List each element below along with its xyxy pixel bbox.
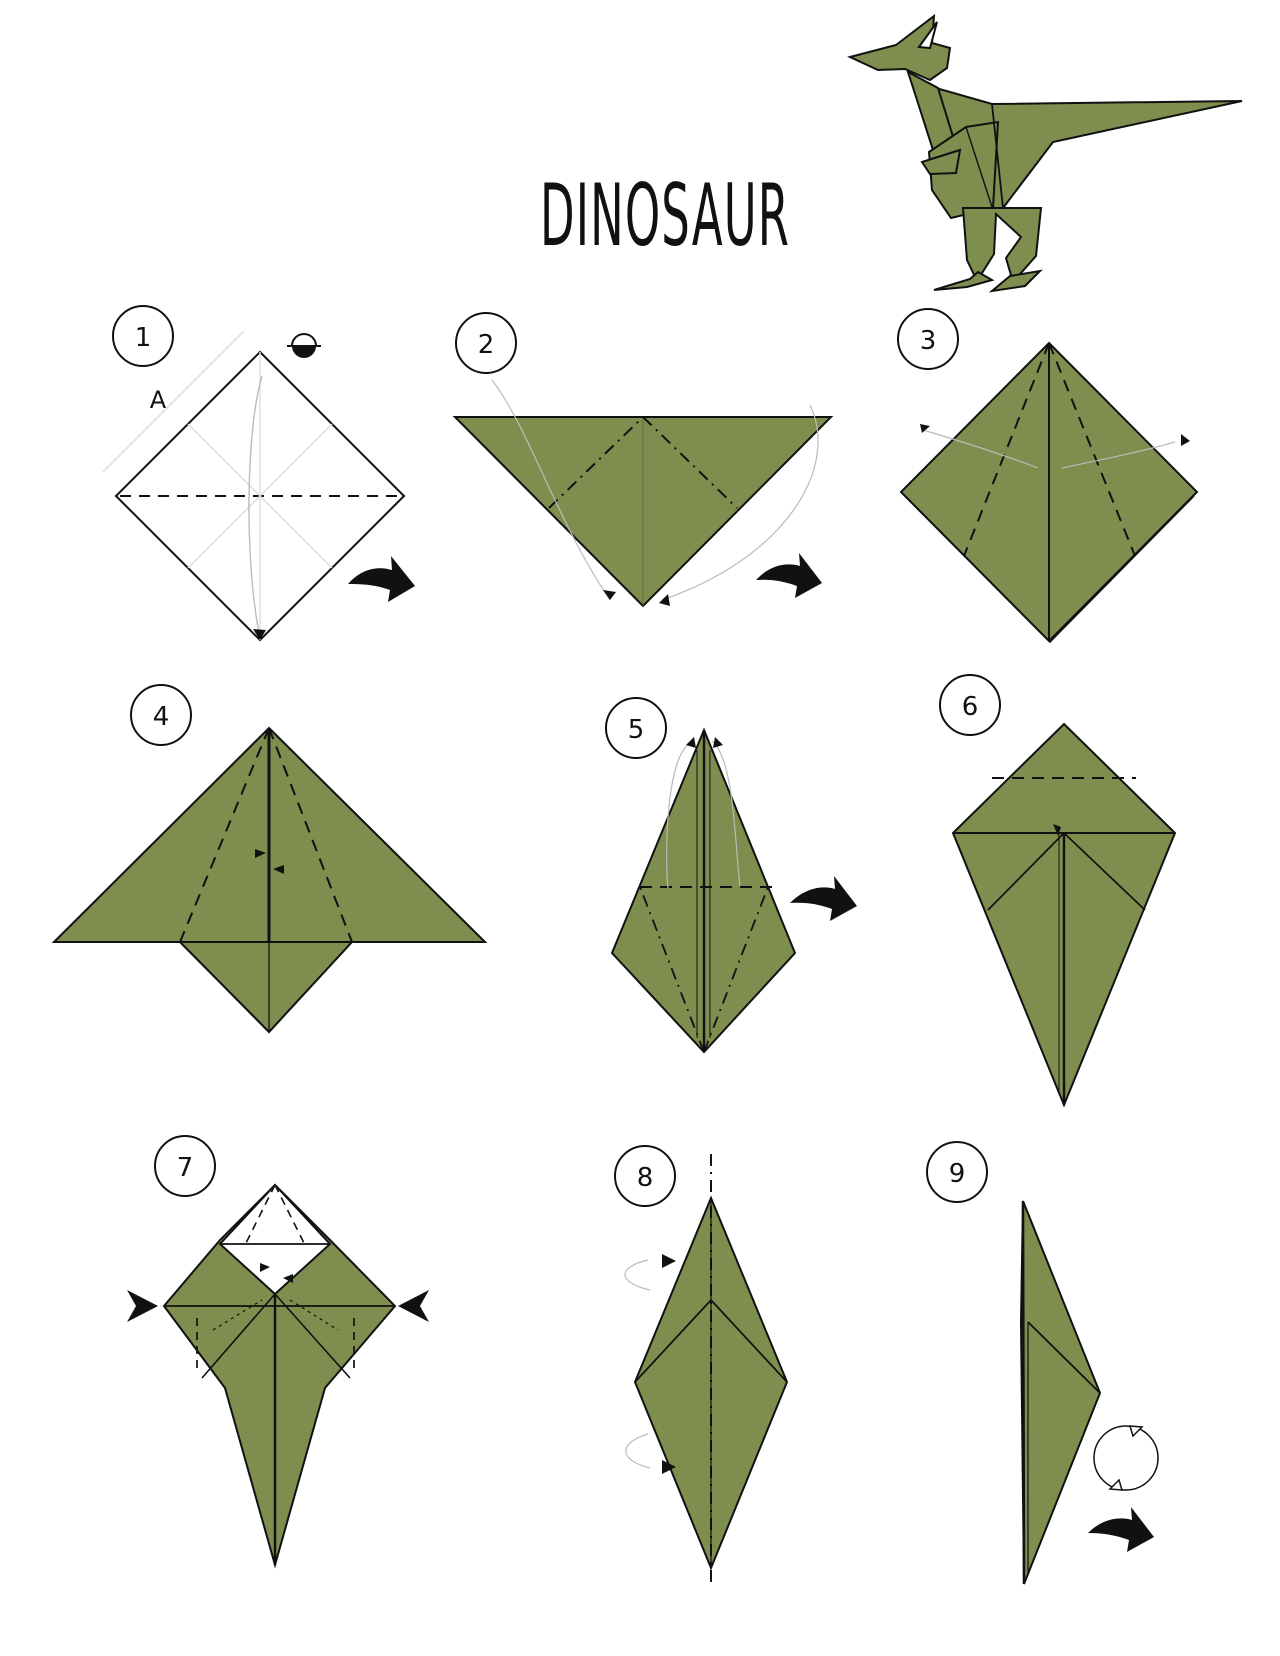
step-number-5: 5 [628,715,645,745]
step-4-diagram [51,726,488,1034]
step-number-9: 9 [949,1159,966,1189]
step-5-diagram [610,727,857,1054]
step-number-4: 4 [153,702,170,732]
turn-over-icon [287,333,321,358]
step-2-diagram [452,379,834,608]
step-number-1: 1 [135,323,152,353]
squash-arrow-icon [398,1290,429,1322]
step-6-diagram [951,722,1177,1108]
step-circles: 1 2 3 4 5 6 7 8 9 [112,305,1001,1207]
step-number-2: 2 [478,330,495,360]
finished-dinosaur-figure [847,13,1243,293]
step-8-diagram [624,1154,789,1588]
step-number-7: 7 [177,1153,194,1183]
next-arrow-icon [1088,1507,1154,1552]
step-number-8: 8 [637,1163,654,1193]
step-9-diagram [1019,1200,1159,1585]
next-arrow-icon [756,553,822,598]
step-number-6: 6 [962,692,979,722]
next-arrow-icon [348,556,415,602]
step-number-3: 3 [920,326,937,356]
squash-arrow-icon [127,1290,158,1322]
next-arrow-icon [790,876,857,921]
edge-label-a: A [150,386,167,414]
rotate-icon [1093,1425,1159,1491]
step-3-diagram [899,341,1199,644]
step-7-diagram [127,1183,429,1569]
step-1-diagram: A [102,330,415,642]
